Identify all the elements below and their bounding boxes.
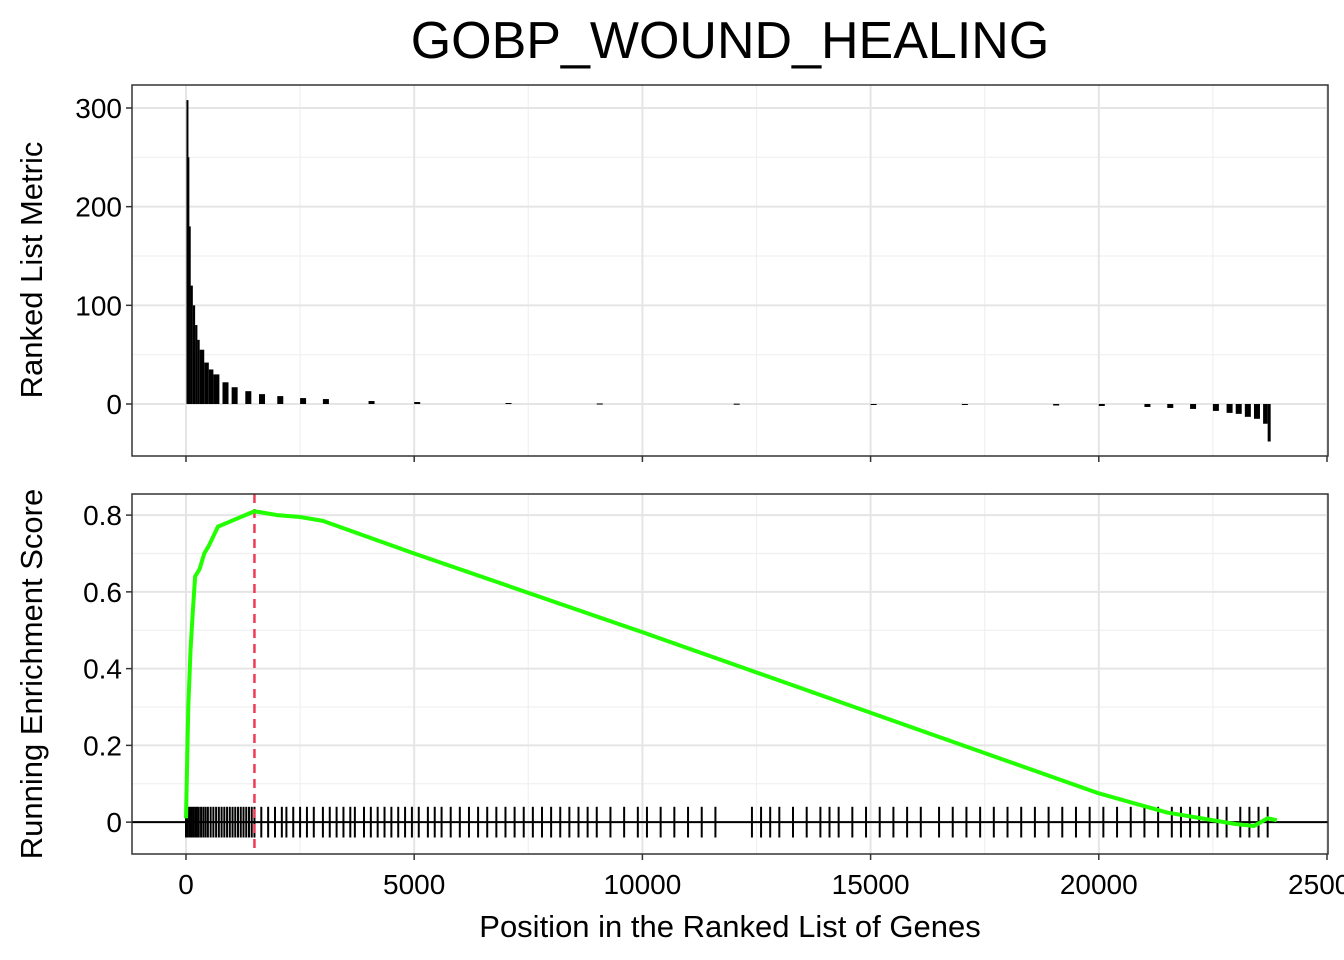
- bar: [188, 226, 191, 405]
- chart-title: GOBP_WOUND_HEALING: [411, 12, 1050, 70]
- y-axis-label: Ranked List Metric: [14, 142, 49, 399]
- bar: [197, 339, 200, 405]
- y-axis-label: Running Enrichment Score: [14, 489, 49, 859]
- bar: [1244, 404, 1251, 417]
- x-tick-label: 25000: [1288, 869, 1344, 900]
- bar: [208, 369, 214, 405]
- bar: [187, 157, 190, 405]
- y-tick-label: 0.2: [83, 730, 122, 761]
- bar: [192, 305, 196, 405]
- x-tick-label: 5000: [383, 869, 445, 900]
- panel-background: [132, 85, 1328, 456]
- bar: [1263, 404, 1268, 424]
- bar: [1226, 404, 1233, 413]
- bar: [1098, 404, 1105, 406]
- x-tick-label: 10000: [603, 869, 681, 900]
- bar: [1267, 404, 1271, 442]
- y-tick-label: 300: [75, 93, 122, 124]
- bar: [245, 391, 252, 405]
- x-tick-label: 15000: [832, 869, 910, 900]
- bar: [414, 402, 421, 405]
- bar: [222, 382, 229, 405]
- bar: [300, 398, 307, 405]
- bar: [505, 403, 512, 405]
- bar: [1053, 404, 1060, 406]
- bar: [213, 374, 220, 405]
- bar: [1190, 404, 1197, 409]
- y-tick-label: 0.4: [83, 654, 122, 685]
- bar: [596, 403, 603, 405]
- bar: [259, 394, 266, 405]
- bar: [870, 404, 877, 406]
- bar: [204, 362, 209, 405]
- bar: [1167, 404, 1174, 408]
- bar: [1144, 404, 1151, 407]
- y-tick-label: 100: [75, 290, 122, 321]
- y-tick-label: 200: [75, 192, 122, 223]
- panel-background: [132, 494, 1328, 854]
- es-line: [183, 509, 1278, 828]
- bar: [368, 401, 375, 405]
- bar: [1235, 404, 1242, 414]
- x-tick-label: 20000: [1060, 869, 1138, 900]
- y-tick-label: 0: [106, 389, 122, 420]
- bar: [961, 404, 968, 406]
- bar: [199, 349, 205, 405]
- bar: [733, 403, 740, 405]
- bar: [277, 396, 284, 405]
- y-tick-label: 0: [106, 807, 122, 838]
- x-axis-label: Position in the Ranked List of Genes: [479, 909, 980, 944]
- y-tick-label: 0.8: [83, 500, 122, 531]
- bar: [1212, 404, 1219, 411]
- x-tick-label: 0: [178, 869, 194, 900]
- bar: [231, 387, 238, 405]
- bar: [1253, 404, 1260, 419]
- y-tick-label: 0.6: [83, 577, 122, 608]
- panel-border: [131, 493, 1329, 855]
- bar: [195, 325, 198, 405]
- bar: [322, 399, 329, 405]
- bar: [190, 285, 193, 405]
- panel-border: [131, 84, 1329, 457]
